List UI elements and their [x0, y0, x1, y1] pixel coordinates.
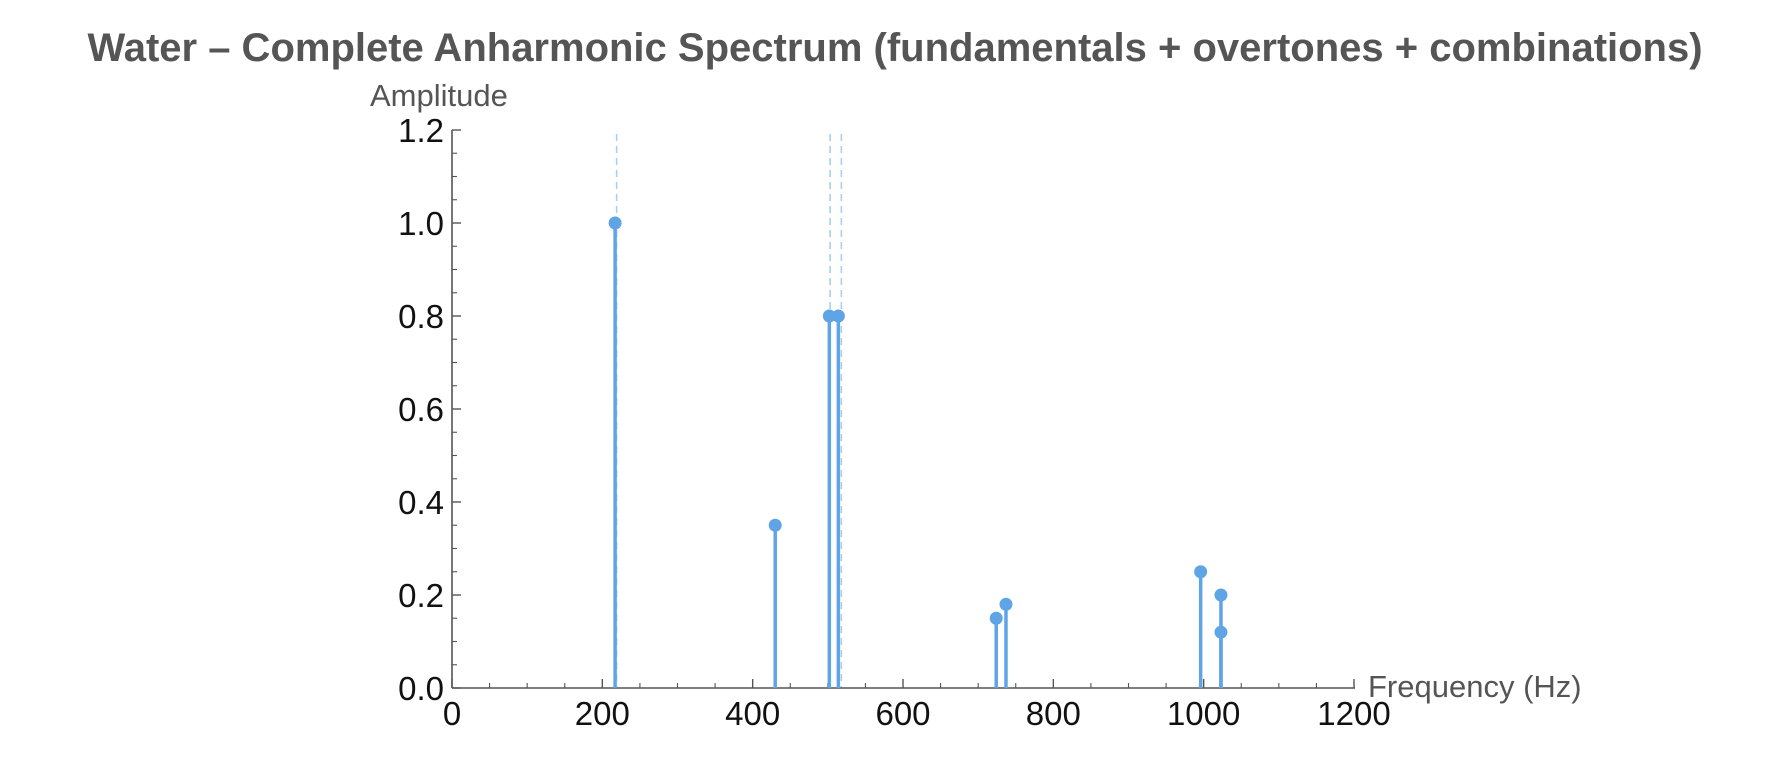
stem-marker	[768, 518, 782, 532]
y-axis-label: Amplitude	[370, 78, 508, 113]
axis-labels: Amplitude Frequency (Hz)	[370, 78, 1582, 704]
x-tick-label: 1000	[1167, 695, 1240, 732]
reference-lines	[615, 134, 843, 688]
stem-marker	[831, 309, 845, 323]
y-tick-label: 0.4	[398, 484, 444, 521]
x-tick-label: 400	[725, 695, 780, 732]
x-axis-label: Frequency (Hz)	[1368, 669, 1582, 704]
stem-marker	[822, 309, 836, 323]
chart-title: Water – Complete Anharmonic Spectrum (fu…	[87, 26, 1703, 70]
axes: 0 200 400 600 800 1000 1200 0.0 0.2 0.4 0.6 0.8 1.0 1…	[398, 112, 1391, 732]
x-tick-label: 0	[443, 695, 461, 732]
stems	[608, 216, 1228, 688]
stem-marker	[999, 597, 1013, 611]
x-tick-label: 1200	[1317, 695, 1390, 732]
y-tick-label: 0.8	[398, 298, 444, 335]
stem-marker	[608, 216, 622, 230]
y-tick-label: 1.2	[398, 112, 444, 149]
stem-marker	[1214, 588, 1228, 602]
y-tick-label: 0.2	[398, 577, 444, 614]
y-tick-label: 0.0	[398, 670, 444, 707]
x-tick-label: 600	[875, 695, 930, 732]
x-tick-label: 200	[575, 695, 630, 732]
stem-marker	[1214, 625, 1228, 639]
stem-marker	[989, 611, 1003, 625]
x-tick-label: 800	[1026, 695, 1081, 732]
y-tick-label: 0.6	[398, 391, 444, 428]
stem-marker	[1194, 565, 1208, 579]
y-tick-label: 1.0	[398, 205, 444, 242]
